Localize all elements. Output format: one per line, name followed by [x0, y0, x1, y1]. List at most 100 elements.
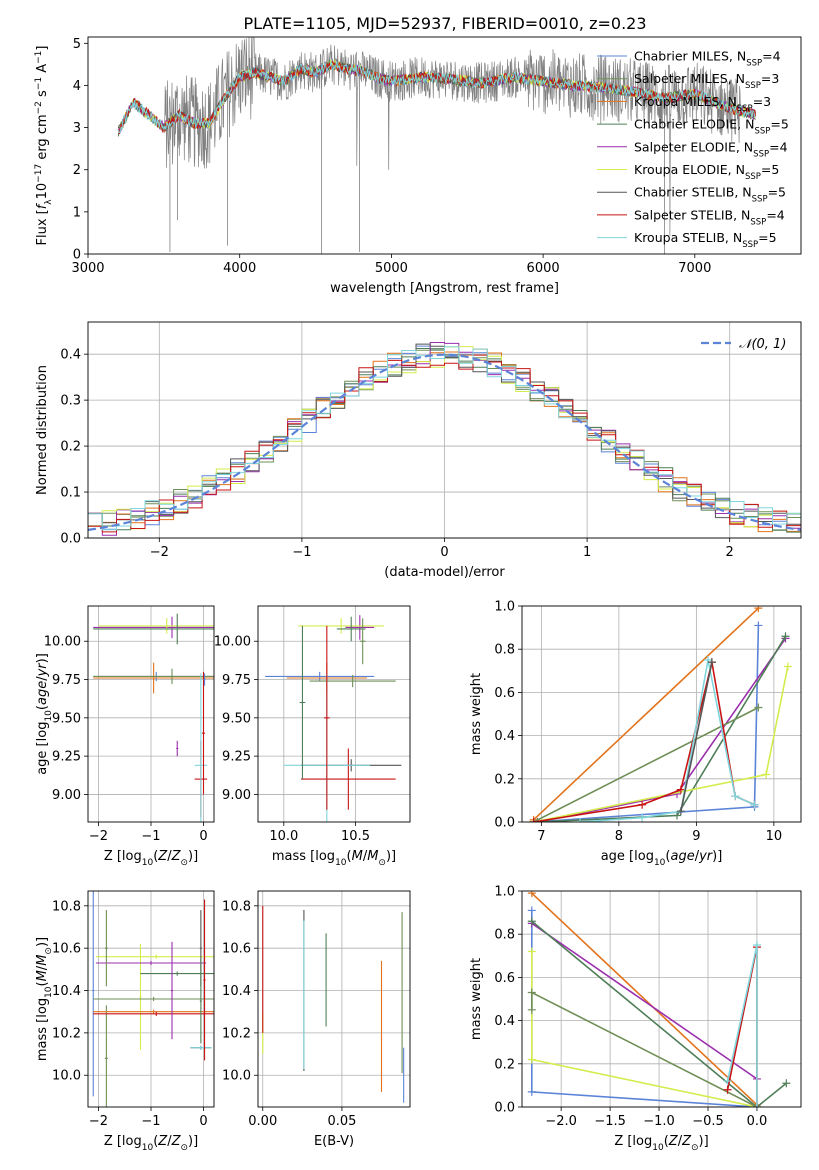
weight-series — [580, 659, 755, 822]
x-axis-label-part: Z [log — [614, 1134, 652, 1149]
y-axis-label-part: mass [log — [35, 998, 50, 1061]
x-axis-label-part: ⊙ — [378, 858, 386, 868]
weight-series — [531, 920, 787, 1107]
x-axis-label-part: ( — [665, 849, 670, 864]
weight-marker — [731, 792, 740, 801]
y-axis-label-part: 10 — [44, 710, 54, 722]
x-tick-label: 7000 — [678, 261, 711, 276]
x-tick-label: 1 — [583, 545, 591, 560]
legend-entry-sub: SSP — [737, 104, 753, 114]
x-axis-label-part: 10 — [652, 1143, 664, 1153]
y-tick-label: 9.00 — [52, 788, 81, 803]
weight-marker — [527, 1005, 536, 1014]
x-tick-label: 0 — [440, 545, 448, 560]
weight-marker — [762, 770, 771, 779]
mass_vs_ebv-plot-area — [262, 905, 405, 1103]
legend-entry-value: =4 — [766, 207, 784, 222]
legend-entry: Chabrier MILES, NSSP=4 — [634, 49, 781, 69]
weight-marker — [781, 632, 790, 641]
x-axis-label-part: Z — [171, 849, 182, 864]
y-axis-label-part: −1 — [34, 77, 44, 90]
x-tick-label: −2 — [150, 545, 169, 560]
axes-frame — [521, 605, 802, 823]
y-tick-label: 0.3 — [60, 394, 81, 409]
x-tick-label: 7 — [537, 829, 545, 844]
x-axis-label-part: / — [678, 1134, 683, 1149]
legend-entry: Salpeter MILES, NSSP=3 — [634, 71, 779, 91]
residuals-plot-area — [88, 342, 801, 537]
x-axis-label-part: ( — [347, 849, 352, 864]
y-tick-label: 0.0 — [494, 1101, 515, 1116]
weight-series — [531, 951, 758, 1107]
y-tick-label: 0.1 — [60, 486, 81, 501]
x-tick-label: 5000 — [375, 261, 408, 276]
axes-frame — [87, 890, 215, 1108]
axes-frame — [521, 890, 802, 1108]
legend-entry-sub: SSP — [750, 217, 766, 227]
normal-curve — [88, 353, 801, 531]
y-axis-label: Normed distribution — [35, 365, 50, 495]
x-tick-label: 10 — [766, 829, 783, 844]
y-axis-label-part: erg cm — [35, 114, 50, 163]
y-tick-label: 10.8 — [222, 899, 251, 914]
x-tick-label: −1.5 — [594, 1114, 626, 1129]
weight-marker — [527, 947, 536, 956]
x-axis-label-part: )] — [188, 849, 198, 864]
y-axis-label-part: / — [35, 676, 50, 681]
y-tick-label: 9.50 — [222, 711, 251, 726]
y-tick-label: 1 — [73, 205, 81, 220]
y-tick-label: 0.2 — [60, 440, 81, 455]
y-tick-label: 0.4 — [494, 1014, 515, 1029]
y-axis-label-part: f — [35, 202, 50, 209]
y-tick-label: 0.0 — [494, 816, 515, 831]
x-axis-label-part: )] — [386, 849, 396, 864]
x-axis-label-part: Z — [668, 1134, 679, 1149]
x-tick-label: 0 — [199, 829, 207, 844]
y-tick-label: 9.25 — [52, 750, 81, 765]
legend-entry-name: Chabrier ELODIE, N — [634, 117, 754, 132]
y-axis-label: mass [log10(M/M⊙)] — [35, 937, 54, 1061]
x-axis-label: (data-model)/error — [384, 565, 505, 580]
weight-series — [531, 922, 758, 1080]
x-axis-label: Z [log10(Z/Z⊙)] — [614, 1134, 708, 1153]
y-axis-label-part: −1 — [34, 51, 44, 64]
y-tick-label: 10.4 — [52, 984, 81, 999]
x-tick-label: −0.5 — [692, 1114, 724, 1129]
spectrum-plot-area — [117, 37, 756, 254]
age_vs_mass-panel: 10.0 10.5 9.00 9.25 9.50 9.75 10.00 mass [log10… — [214, 605, 411, 868]
x-axis-label-part: 10 — [142, 1143, 154, 1153]
weight-marker — [527, 917, 536, 926]
x-axis-label-part: age [log — [601, 849, 654, 864]
y-axis-label-part: yr — [35, 662, 50, 678]
x-tick-label: 10.5 — [341, 829, 370, 844]
x-tick-label: −2.0 — [545, 1114, 577, 1129]
x-axis-label-part: 10 — [654, 858, 666, 868]
weight-marker — [782, 1079, 791, 1088]
y-axis-label-part: Normed distribution — [35, 365, 50, 495]
weight-marker — [707, 658, 716, 667]
y-tick-label: 0.0 — [60, 532, 81, 547]
y-axis-label-part: age [log — [35, 722, 50, 775]
axes-frame — [87, 605, 215, 823]
legend-entry-name: Salpeter ELODIE, N — [634, 139, 753, 154]
y-axis-label-part: −17 — [34, 164, 44, 183]
x-tick-label: −2 — [89, 1114, 108, 1129]
x-tick-label: 9 — [692, 829, 700, 844]
legend-entry-name: Kroupa STELIB, N — [634, 230, 742, 245]
y-axis-label: mass weight — [469, 673, 484, 755]
legend-entry-value: =4 — [769, 139, 787, 154]
weight-marker — [673, 811, 681, 820]
x-axis-label-part: / — [363, 849, 368, 864]
x-axis-label-part: ⊙ — [180, 858, 188, 868]
legend-entry-value: =5 — [761, 162, 779, 177]
y-axis-label-part: ] — [35, 46, 50, 51]
residual-histogram — [88, 354, 801, 533]
x-tick-label: 0.00 — [248, 1114, 277, 1129]
y-axis-label-part: )] — [35, 653, 50, 663]
weight-marker — [752, 941, 761, 949]
y-axis-label-part: Flux [ — [35, 209, 50, 245]
legend-entry-value: =4 — [762, 49, 780, 64]
